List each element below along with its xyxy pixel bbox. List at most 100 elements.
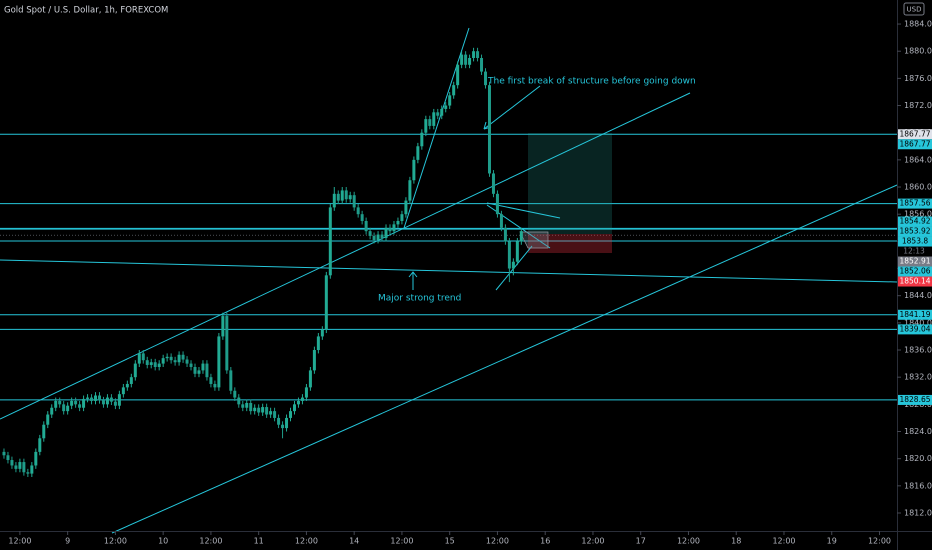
y-tick-label: 1836.00 <box>904 346 932 355</box>
y-tick-label: 1832.00 <box>904 373 932 382</box>
candle-body <box>6 455 10 461</box>
candle-body <box>30 465 34 474</box>
candle-body <box>141 353 145 361</box>
candle-body <box>420 132 424 147</box>
countdown: 12:13 <box>903 247 925 256</box>
candle-body <box>62 404 66 412</box>
price-label: 1828.65 <box>899 395 930 404</box>
candle-body <box>149 362 153 365</box>
candles <box>2 47 523 478</box>
wedge-line <box>486 202 561 219</box>
candle-body <box>491 173 495 194</box>
price-label-box <box>898 226 932 237</box>
annotation-arrow <box>483 85 541 130</box>
candle-body <box>161 358 165 364</box>
candle-body <box>472 51 476 58</box>
price-label: 1857.56 <box>899 199 930 208</box>
candle-body <box>312 350 316 371</box>
price-label-box <box>898 198 932 209</box>
candle-body <box>38 438 42 452</box>
arrow-head <box>408 271 418 278</box>
candle-body <box>480 57 484 72</box>
candle-body <box>129 377 133 384</box>
x-tick-label: 19 <box>827 537 837 546</box>
candle-body <box>428 119 432 126</box>
x-tick-label: 16 <box>540 537 550 546</box>
candle-body <box>133 363 137 378</box>
plot-area: The first break of structure before goin… <box>0 27 898 534</box>
candle-body <box>292 404 296 412</box>
candle-body <box>336 193 340 201</box>
x-tick-label: 18 <box>731 537 741 546</box>
candle-body <box>225 316 229 371</box>
x-tick-label: 12:00 <box>390 537 413 546</box>
price-label: 1853.8 <box>902 237 928 246</box>
y-tick-label: 1872.00 <box>904 101 932 110</box>
candle-body <box>368 231 372 236</box>
price-label-box <box>898 309 932 320</box>
candle-body <box>308 370 312 388</box>
candle-body <box>495 193 499 215</box>
candle-body <box>380 234 384 238</box>
y-tick-label: 1856.00 <box>904 210 932 219</box>
candle-body <box>273 411 277 418</box>
candle-body <box>125 383 129 388</box>
candle-body <box>352 195 356 208</box>
candle-body <box>209 377 213 384</box>
candle-body <box>440 108 444 116</box>
candle-body <box>94 395 98 401</box>
candle-body <box>157 363 161 367</box>
candle-body <box>452 85 456 96</box>
x-tick-label: 14 <box>349 537 359 546</box>
candle-body <box>392 224 396 232</box>
annotation: The first break of structure before goin… <box>487 77 696 87</box>
candle-body <box>519 231 523 242</box>
candle-body <box>324 275 328 330</box>
candle-body <box>54 400 58 408</box>
candle-body <box>14 465 18 469</box>
x-tick-label: 12:00 <box>868 537 891 546</box>
candle-body <box>78 404 82 408</box>
candle-body <box>511 261 515 269</box>
currency-box <box>903 2 925 16</box>
candle-body <box>296 400 300 405</box>
candle-body <box>456 64 460 86</box>
candle-body <box>384 227 388 238</box>
candle-body <box>137 353 141 364</box>
candle-body <box>90 397 94 401</box>
candle-body <box>193 366 197 374</box>
candle-body <box>261 407 265 413</box>
candle-body <box>58 400 62 405</box>
candle-body <box>281 424 285 429</box>
candle-body <box>189 363 193 367</box>
candle-body <box>217 336 221 388</box>
candle-body <box>372 235 376 240</box>
candle-body <box>269 411 273 415</box>
x-tick-label: 9 <box>65 537 70 546</box>
candle-body <box>332 193 336 208</box>
candle-body <box>484 71 488 86</box>
candle-body <box>173 360 177 363</box>
price-label: 1867.77 <box>899 129 930 138</box>
candle-body <box>436 112 440 116</box>
candle-body <box>229 370 233 391</box>
x-tick-label: 12:00 <box>677 537 700 546</box>
price-label-box <box>898 276 932 287</box>
candle-body <box>117 394 121 406</box>
y-tick-label: 1816.00 <box>904 481 932 490</box>
candle-body <box>165 356 169 359</box>
candle-body <box>416 146 420 160</box>
candle-body <box>499 214 503 228</box>
candle-body <box>245 402 249 408</box>
y-tick-label: 1864.00 <box>904 155 932 164</box>
y-tick-label: 1820.00 <box>904 454 932 463</box>
price-label-box <box>898 129 932 140</box>
candle-body <box>205 363 209 378</box>
price-label: 1852.06 <box>899 267 930 276</box>
candle-body <box>320 329 324 337</box>
trend-line <box>0 92 691 420</box>
candle-body <box>448 95 452 106</box>
candle-body <box>300 397 304 401</box>
candle-body <box>328 207 332 276</box>
candle-body <box>376 234 380 240</box>
